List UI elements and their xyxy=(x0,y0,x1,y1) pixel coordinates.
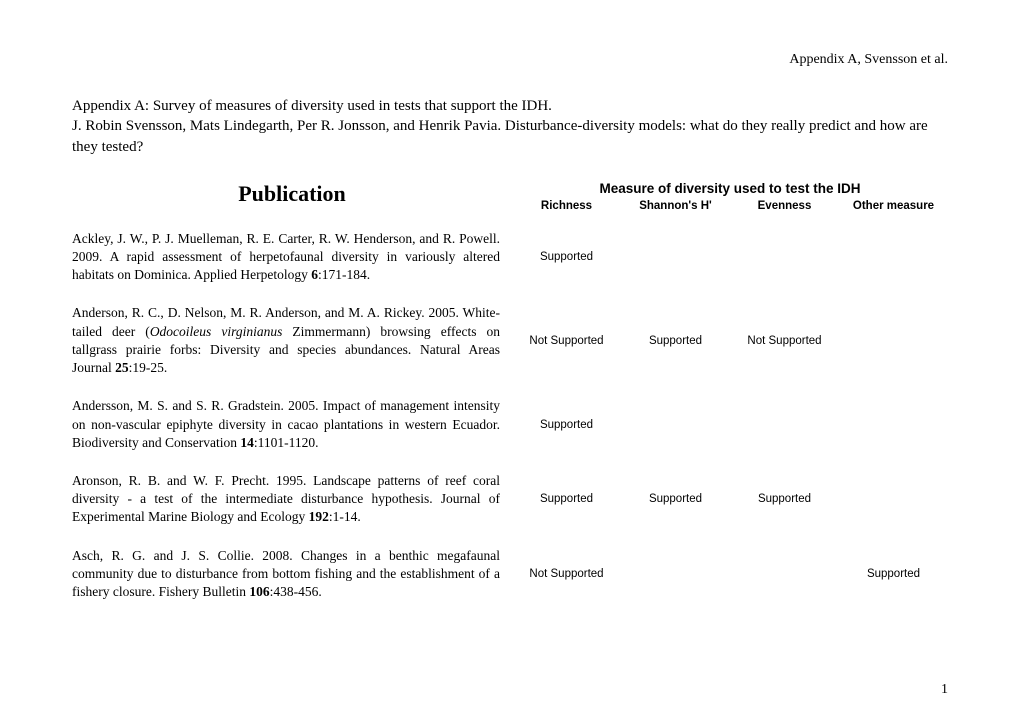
intro-line-1: Appendix A: Survey of measures of divers… xyxy=(72,96,948,116)
measures-cell: Supported xyxy=(512,419,948,431)
data-table: Publication Measure of diversity used to… xyxy=(72,181,948,602)
pub-volume: 25 xyxy=(115,360,129,375)
cell-evenness xyxy=(730,419,839,431)
cell-evenness xyxy=(730,568,839,580)
intro-line-2: J. Robin Svensson, Mats Lindegarth, Per … xyxy=(72,116,948,157)
cell-shannon: Supported xyxy=(621,335,730,347)
intro-block: Appendix A: Survey of measures of divers… xyxy=(72,96,948,157)
cell-evenness: Supported xyxy=(730,493,839,505)
cell-shannon xyxy=(621,419,730,431)
cell-other xyxy=(839,251,948,263)
cell-richness: Not Supported xyxy=(512,568,621,580)
publication-header-cell: Publication xyxy=(72,181,512,207)
pub-text-post: :1-14. xyxy=(329,509,361,524)
cell-other xyxy=(839,335,948,347)
col-richness: Richness xyxy=(512,200,621,212)
pub-text-post: :171-184. xyxy=(318,267,370,282)
cell-richness: Supported xyxy=(512,251,621,263)
page-number: 1 xyxy=(941,682,948,698)
measures-title: Measure of diversity used to test the ID… xyxy=(512,181,948,196)
pub-text-pre: Aronson, R. B. and W. F. Precht. 1995. L… xyxy=(72,473,500,524)
cell-richness: Supported xyxy=(512,493,621,505)
publication-heading: Publication xyxy=(238,181,346,207)
pub-text-post: :438-456. xyxy=(270,584,322,599)
publication-cell: Aronson, R. B. and W. F. Precht. 1995. L… xyxy=(72,472,512,527)
pub-text-post: :1101-1120. xyxy=(254,435,319,450)
pub-volume: 14 xyxy=(240,435,254,450)
cell-shannon xyxy=(621,568,730,580)
measures-cell: Supported Supported Supported xyxy=(512,493,948,505)
measures-cell: Supported xyxy=(512,251,948,263)
cell-evenness xyxy=(730,251,839,263)
cell-other: Supported xyxy=(839,568,948,580)
table-row: Anderson, R. C., D. Nelson, M. R. Anders… xyxy=(72,304,948,377)
pub-volume: 192 xyxy=(309,509,329,524)
table-row: Aronson, R. B. and W. F. Precht. 1995. L… xyxy=(72,472,948,527)
publication-cell: Ackley, J. W., P. J. Muelleman, R. E. Ca… xyxy=(72,230,512,285)
cell-other xyxy=(839,419,948,431)
measures-cell: Not Supported Supported xyxy=(512,568,948,580)
table-header: Publication Measure of diversity used to… xyxy=(72,181,948,212)
cell-evenness: Not Supported xyxy=(730,335,839,347)
cell-richness: Supported xyxy=(512,419,621,431)
col-evenness: Evenness xyxy=(730,200,839,212)
pub-volume: 106 xyxy=(249,584,269,599)
pub-italic: Odocoileus virginianus xyxy=(150,324,283,339)
publication-cell: Anderson, R. C., D. Nelson, M. R. Anders… xyxy=(72,304,512,377)
table-row: Ackley, J. W., P. J. Muelleman, R. E. Ca… xyxy=(72,230,948,285)
running-header: Appendix A, Svensson et al. xyxy=(72,52,948,68)
measures-subheaders: Richness Shannon's H' Evenness Other mea… xyxy=(512,200,948,212)
cell-shannon xyxy=(621,251,730,263)
publication-cell: Andersson, M. S. and S. R. Gradstein. 20… xyxy=(72,397,512,452)
cell-other xyxy=(839,493,948,505)
measures-cell: Not Supported Supported Not Supported xyxy=(512,335,948,347)
cell-richness: Not Supported xyxy=(512,335,621,347)
pub-text-post: :19-25. xyxy=(129,360,168,375)
col-other: Other measure xyxy=(839,200,948,212)
publication-cell: Asch, R. G. and J. S. Collie. 2008. Chan… xyxy=(72,547,512,602)
col-shannon: Shannon's H' xyxy=(621,200,730,212)
table-row: Andersson, M. S. and S. R. Gradstein. 20… xyxy=(72,397,948,452)
pub-volume: 6 xyxy=(311,267,318,282)
pub-text-pre: Ackley, J. W., P. J. Muelleman, R. E. Ca… xyxy=(72,231,500,282)
measures-header-cell: Measure of diversity used to test the ID… xyxy=(512,181,948,212)
table-row: Asch, R. G. and J. S. Collie. 2008. Chan… xyxy=(72,547,948,602)
cell-shannon: Supported xyxy=(621,493,730,505)
